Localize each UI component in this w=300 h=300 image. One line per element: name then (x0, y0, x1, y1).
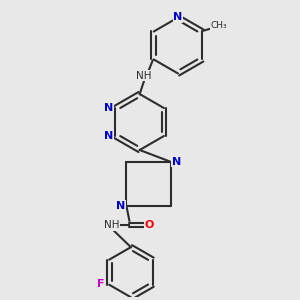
Text: N: N (104, 103, 114, 113)
Text: O: O (144, 220, 154, 230)
Text: N: N (172, 157, 181, 167)
Text: N: N (116, 201, 125, 211)
Text: NH: NH (104, 220, 119, 230)
Text: CH₃: CH₃ (211, 21, 227, 30)
Text: N: N (104, 131, 114, 141)
Text: N: N (173, 13, 183, 22)
Text: NH: NH (136, 71, 151, 81)
Text: F: F (97, 279, 105, 289)
